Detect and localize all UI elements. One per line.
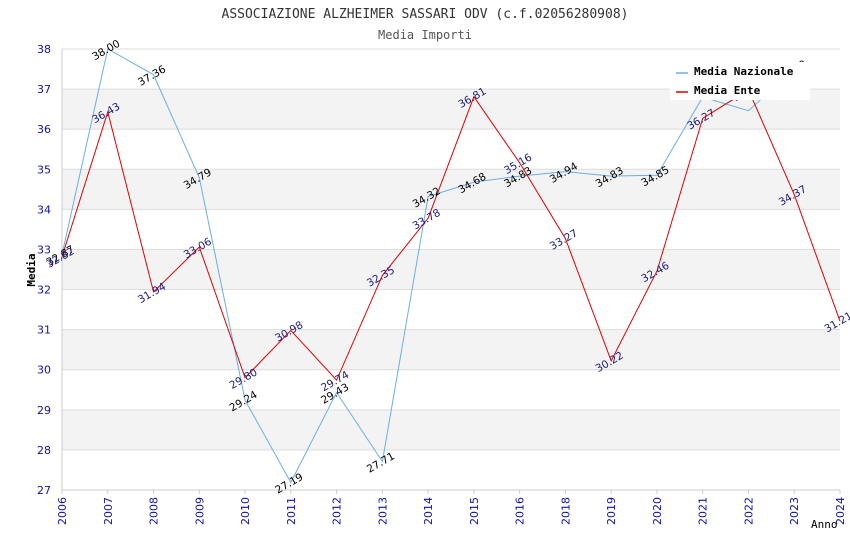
- legend-box: [670, 62, 810, 100]
- y-axis-ticks: 27 28 29 30 31 32 33 34 35 36 37 38: [37, 43, 51, 497]
- legend-label-media-nazionale: Media Nazionale: [694, 65, 794, 78]
- y-tick-label: 33: [37, 243, 51, 256]
- x-tick-label: 2006: [56, 497, 69, 525]
- legend-label-media-ente: Media Ente: [694, 84, 761, 97]
- x-tick-label: 2019: [605, 497, 618, 525]
- y-tick-label: 34: [37, 203, 51, 216]
- y-tick-label: 36: [37, 123, 51, 136]
- y-tick-label: 28: [37, 444, 51, 457]
- x-tick-label: 2008: [148, 497, 161, 525]
- x-tick-label: 2011: [285, 497, 298, 525]
- series-lines: [61, 48, 841, 484]
- x-tick-label: 2020: [651, 497, 664, 525]
- legend: Media Nazionale Media Ente: [670, 62, 810, 100]
- y-tick-label: 29: [37, 404, 51, 417]
- grid-bands: [62, 48, 840, 491]
- x-tick-label: 2021: [697, 497, 710, 525]
- data-label-media-ente: 29.80: [228, 366, 260, 391]
- x-tick-label: 2012: [331, 497, 344, 525]
- x-tick-label: 2009: [193, 497, 206, 525]
- x-axis-ticks: 2006 2007 2008 2009 2010 2011 2012 2013 2014 2015…: [56, 490, 847, 525]
- y-tick-label: 38: [37, 43, 51, 56]
- x-tick-label: 2018: [559, 497, 572, 525]
- data-label-media-nazionale: 27.19: [273, 471, 305, 496]
- series-line-media-ente: [61, 89, 841, 382]
- x-tick-label: 2016: [514, 497, 527, 525]
- y-tick-label: 35: [37, 163, 51, 176]
- y-tick-label: 27: [37, 484, 51, 497]
- y-tick-label: 31: [37, 324, 51, 337]
- grid-band-30: [62, 329, 840, 370]
- x-tick-label: 2024: [834, 497, 847, 525]
- series-line-media-nazionale: [61, 48, 795, 484]
- grid-band-32: [62, 249, 840, 290]
- data-label-media-ente: 33.78: [411, 207, 443, 232]
- x-tick-label: 2015: [468, 497, 481, 525]
- y-tick-label: 37: [37, 83, 51, 96]
- x-tick-label: 2013: [376, 497, 389, 525]
- data-label-media-nazionale: 27.71: [365, 450, 397, 475]
- data-label-media-nazionale: 38.00: [90, 38, 122, 63]
- x-tick-label: 2022: [742, 497, 755, 525]
- y-axis-label: Media: [25, 253, 38, 286]
- data-label-media-ente: 33.27: [548, 227, 580, 252]
- grid-band-28: [62, 409, 840, 450]
- x-tick-label: 2014: [422, 497, 435, 525]
- x-tick-label: 2007: [102, 497, 115, 525]
- chart-title: ASSOCIAZIONE ALZHEIMER SASSARI ODV (c.f.…: [222, 7, 629, 22]
- y-tick-label: 32: [37, 284, 51, 297]
- x-tick-label: 2023: [788, 497, 801, 525]
- x-axis-label: Anno: [811, 518, 838, 531]
- chart-subtitle: Media Importi: [378, 28, 472, 42]
- x-tick-label: 2010: [239, 497, 252, 525]
- y-tick-label: 30: [37, 364, 51, 377]
